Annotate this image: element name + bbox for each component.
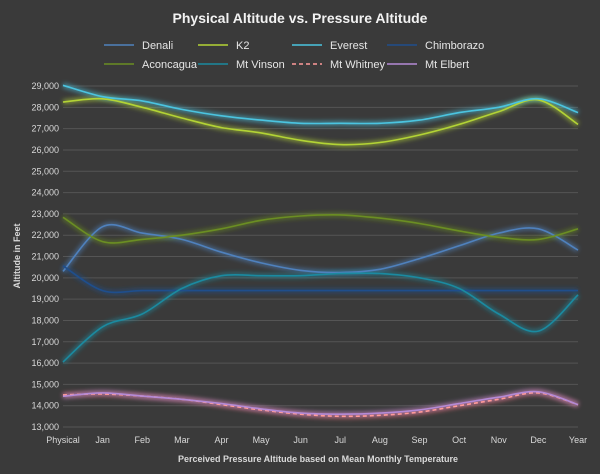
series-line-mt-elbert: [62, 390, 579, 416]
y-tick-label: 13,000: [31, 422, 59, 432]
series-glow-aconcagua: [61, 212, 579, 246]
x-axis-title: Perceived Pressure Altitude based on Mea…: [178, 454, 458, 464]
x-tick-label: Dec: [530, 435, 547, 445]
series-line-mt-whitney: [62, 392, 579, 418]
x-tick-label: May: [253, 435, 271, 445]
legend-item-mt-vinson: Mt Vinson: [198, 59, 285, 71]
x-tick-label: Year: [569, 435, 587, 445]
legend-label: Mt Vinson: [236, 59, 285, 71]
legend-label: K2: [236, 40, 249, 52]
legend-item-denali: Denali: [104, 40, 173, 52]
x-tick-label: Jul: [335, 435, 347, 445]
series-lines: [62, 84, 579, 418]
x-tick-label: Jan: [95, 435, 110, 445]
x-tick-label: Mar: [174, 435, 190, 445]
x-tick-label: Aug: [372, 435, 388, 445]
x-axis-ticks: Physical Jan Feb Mar Apr May Jun Jul Aug Sep Oct No…: [46, 435, 587, 445]
series-glow-mt-elbert: [62, 389, 579, 417]
legend-item-mt-elbert: Mt Elbert: [387, 59, 469, 71]
legend-item-k2: K2: [198, 40, 249, 52]
y-tick-label: 24,000: [31, 188, 59, 198]
legend-item-everest: Everest: [292, 40, 367, 52]
legend-item-mt-whitney: Mt Whitney: [292, 59, 386, 71]
y-tick-label: 29,000: [31, 81, 59, 91]
chart-title: Physical Altitude vs. Pressure Altitude: [173, 10, 428, 26]
x-tick-label: Apr: [214, 435, 228, 445]
legend: Denali K2 Everest Chimborazo Aconcagua Mt Vin…: [104, 40, 484, 71]
series-line-mt-vinson: [62, 272, 579, 363]
series-glow: [61, 82, 580, 419]
y-tick-label: 16,000: [31, 358, 59, 368]
legend-label: Mt Whitney: [330, 59, 386, 71]
x-tick-label: Nov: [491, 435, 508, 445]
legend-label: Everest: [330, 40, 367, 52]
series-line-aconcagua: [62, 214, 579, 244]
y-tick-label: 28,000: [31, 102, 59, 112]
legend-label: Aconcagua: [142, 59, 198, 71]
y-tick-label: 15,000: [31, 379, 59, 389]
y-tick-label: 19,000: [31, 294, 59, 304]
legend-item-chimborazo: Chimborazo: [387, 40, 484, 52]
legend-label: Chimborazo: [425, 40, 484, 52]
series-line-chimborazo: [62, 265, 578, 294]
x-tick-label: Oct: [452, 435, 467, 445]
y-tick-label: 18,000: [31, 315, 59, 325]
y-tick-label: 26,000: [31, 145, 59, 155]
y-axis-title: Altitude in Feet: [12, 223, 22, 288]
y-tick-label: 17,000: [31, 337, 59, 347]
y-tick-label: 14,000: [31, 401, 59, 411]
legend-label: Denali: [142, 40, 173, 52]
x-tick-label: Physical: [46, 435, 80, 445]
x-tick-label: Jun: [293, 435, 308, 445]
legend-label: Mt Elbert: [425, 59, 469, 71]
gridlines: [63, 85, 578, 428]
legend-item-aconcagua: Aconcagua: [104, 59, 198, 71]
y-axis-ticks: 13,000 14,000 15,000 16,000 17,000 18,000 19,0…: [31, 81, 59, 432]
y-tick-label: 21,000: [31, 252, 59, 262]
series-line-denali: [62, 223, 579, 274]
y-tick-label: 20,000: [31, 273, 59, 283]
series-line-everest: [62, 84, 579, 125]
y-tick-label: 25,000: [31, 166, 59, 176]
x-tick-label: Sep: [412, 435, 428, 445]
series-glow-mt-vinson: [61, 270, 580, 364]
y-tick-label: 22,000: [31, 230, 59, 240]
y-tick-label: 23,000: [31, 209, 59, 219]
y-tick-label: 27,000: [31, 124, 59, 134]
x-tick-label: Feb: [134, 435, 150, 445]
series-line-k2: [62, 97, 579, 146]
